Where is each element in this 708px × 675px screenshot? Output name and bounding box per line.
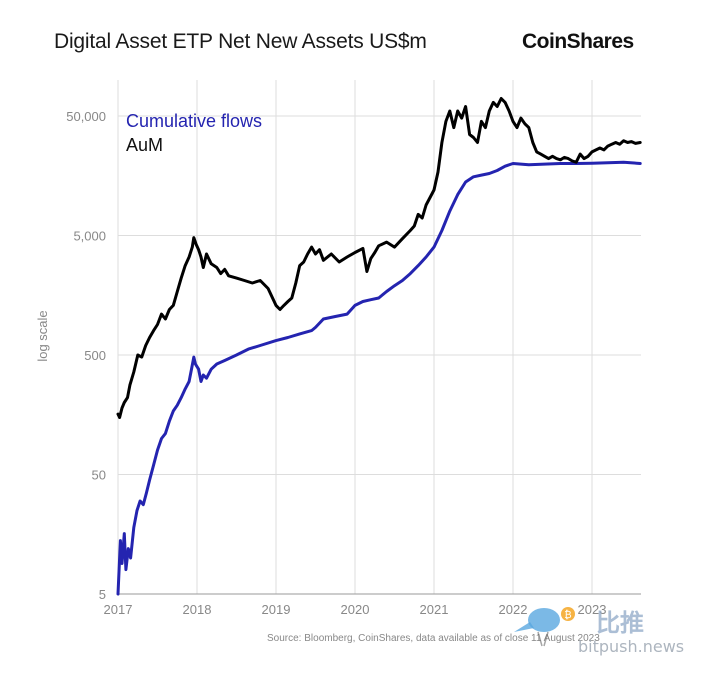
y-tick-label: 5,000: [73, 228, 106, 243]
series-layer: [116, 97, 642, 596]
y-tick-label: 50: [92, 467, 106, 482]
bird-logo-icon: ₿: [514, 607, 575, 647]
y-tick-label: 5: [99, 587, 106, 602]
bitcoin-badge-icon: ₿: [564, 609, 571, 621]
brand-logo: CoinShares: [522, 30, 634, 53]
x-tick-label: 2020: [341, 602, 370, 617]
x-tick-label: 2021: [420, 602, 449, 617]
chart-title: Digital Asset ETP Net New Assets US$m: [54, 30, 427, 53]
x-tick-label: 2017: [104, 602, 133, 617]
legend-cumulative-flows: Cumulative flows: [126, 111, 262, 131]
series-cumulative-flows-line: [116, 160, 642, 596]
x-tick-label: 2018: [183, 602, 212, 617]
x-tick-label: 2023: [578, 602, 607, 617]
source-note: Source: Bloomberg, CoinShares, data avai…: [267, 633, 600, 644]
y-tick-label: 500: [84, 348, 106, 363]
y-tick-label: 50,000: [66, 109, 106, 124]
watermark-cn: 比推: [596, 609, 644, 637]
axis-layer: 5 50 500 5,000 50,000 2017 2018 2019 2020 2021 202…: [66, 109, 641, 617]
series-aum-line: [116, 97, 642, 419]
x-tick-label: 2019: [262, 602, 291, 617]
watermark-url: bitpush.news: [578, 637, 685, 656]
grid-layer: [117, 80, 641, 595]
legend-aum: AuM: [126, 135, 163, 155]
x-tick-label: 2022: [499, 602, 528, 617]
y-axis-label: log scale: [35, 310, 50, 361]
